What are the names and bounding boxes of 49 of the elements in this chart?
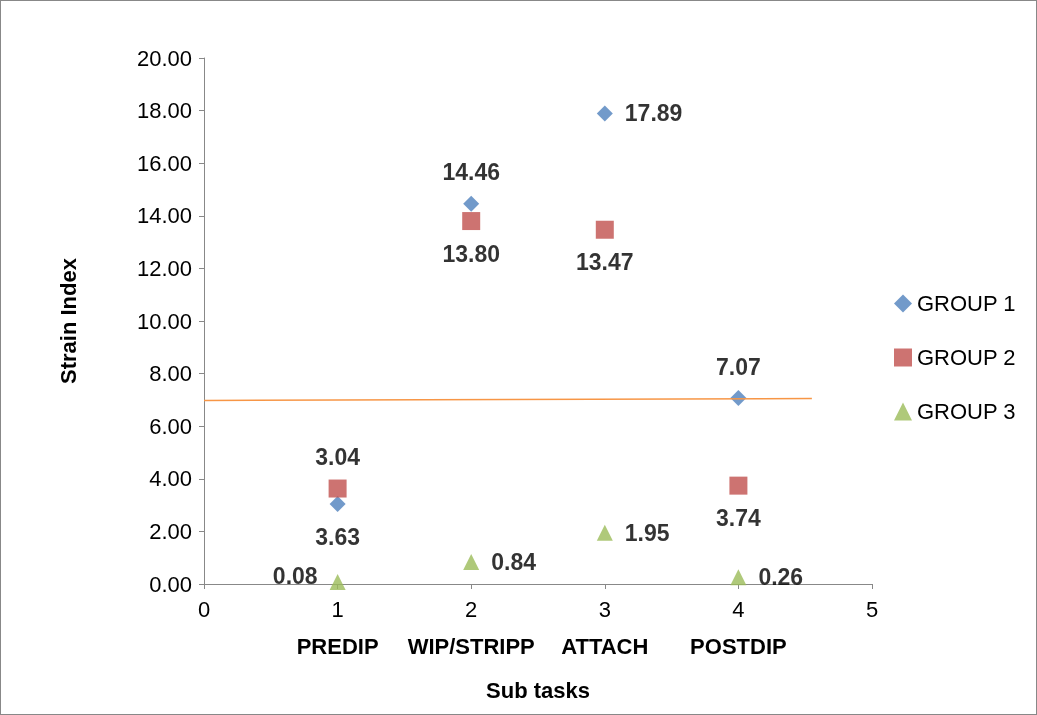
point xyxy=(596,524,613,541)
point xyxy=(729,476,748,495)
y-tick-label: 14.00 xyxy=(136,203,192,229)
y-tick-label: 20.00 xyxy=(136,45,192,71)
y-tick-label: 16.00 xyxy=(136,150,192,176)
data-label: 3.63 xyxy=(315,524,360,551)
data-label: 0.08 xyxy=(272,562,318,589)
y-tick-label: 8.00 xyxy=(149,361,192,387)
y-axis-title: Strain Index xyxy=(55,257,81,384)
x-tick-label: 0 xyxy=(197,596,211,622)
y-tick-label: 18.00 xyxy=(136,98,192,124)
data-label: 13.47 xyxy=(576,249,634,276)
data-label: 17.89 xyxy=(624,100,683,127)
data-label: 0.26 xyxy=(758,564,804,591)
x-tick-label: 1 xyxy=(331,596,344,622)
x-tick-label: 4 xyxy=(732,596,745,622)
point xyxy=(730,569,747,586)
point xyxy=(329,573,346,590)
y-tick-label: 10.00 xyxy=(136,308,192,334)
data-label: 1.95 xyxy=(624,519,670,546)
point xyxy=(463,553,480,570)
point xyxy=(329,496,346,513)
data-label: 3.74 xyxy=(716,505,761,532)
y-tick-label: 12.00 xyxy=(136,255,192,281)
x-tick-label: 5 xyxy=(865,596,879,622)
y-tick-label: 6.00 xyxy=(149,413,192,439)
point xyxy=(463,195,480,212)
text: ATTACH xyxy=(561,633,649,659)
point xyxy=(462,212,481,231)
text: POSTDIP xyxy=(690,633,787,659)
y-tick-label: 0.00 xyxy=(149,571,192,597)
legend-label: GROUP 2 xyxy=(916,345,1016,370)
legend-label: GROUP 3 xyxy=(916,399,1016,424)
data-label: 14.46 xyxy=(442,159,500,186)
data-label: 13.80 xyxy=(442,240,500,267)
point xyxy=(596,105,613,122)
data-label: 3.04 xyxy=(315,443,361,470)
text: WIP/STRIPP xyxy=(407,633,535,659)
point xyxy=(595,220,614,239)
x-tick-label: 3 xyxy=(598,596,611,622)
legend-label: GROUP 1 xyxy=(916,291,1016,316)
y-tick-label: 2.00 xyxy=(149,518,192,544)
x-tick-label: 2 xyxy=(465,596,478,622)
text: PREDIP xyxy=(296,633,379,659)
point xyxy=(328,479,347,498)
x-axis-title: Sub tasks xyxy=(486,677,590,703)
y-tick-label: 4.00 xyxy=(149,466,192,492)
data-label: 0.84 xyxy=(491,548,537,575)
data-label: 7.07 xyxy=(716,353,761,380)
